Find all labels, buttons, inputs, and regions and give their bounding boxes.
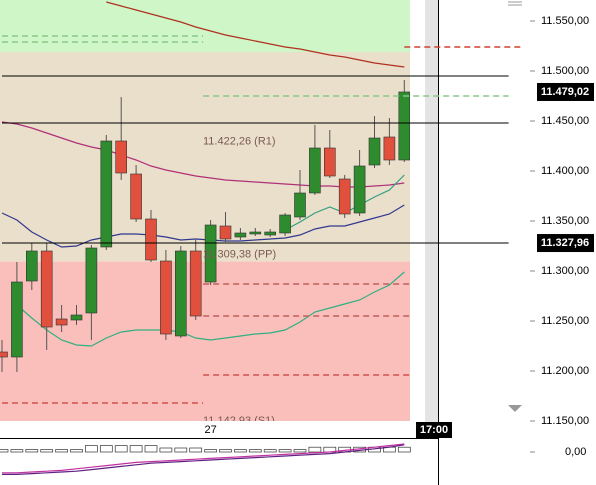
moving-average <box>1 121 405 188</box>
indicator-bar <box>0 449 9 453</box>
price-badge-text: 11.327,96 <box>541 237 589 249</box>
scroll-down <box>508 405 522 412</box>
candle-body <box>175 250 187 337</box>
candle-body <box>70 314 83 321</box>
candle-body <box>323 147 336 177</box>
indicator-bar <box>10 449 24 453</box>
moving-average <box>106 1 405 68</box>
candle-body <box>11 281 23 358</box>
indicator-bar <box>308 446 322 453</box>
candle-body <box>249 231 262 235</box>
indicator-bar <box>70 449 83 453</box>
candle-body <box>55 318 68 326</box>
zone <box>0 0 410 52</box>
y-tick-label: 11.400,00 <box>541 165 589 177</box>
y-tick-label: 11.150,00 <box>541 415 589 427</box>
candle-body <box>294 192 306 218</box>
indicator-bar <box>278 449 292 453</box>
candle-body <box>85 247 98 314</box>
indicator-line <box>2 444 405 475</box>
pivot-label: 11.142,93 (S1) <box>203 415 275 427</box>
candle-body <box>204 224 217 283</box>
indicator-bar <box>159 447 173 453</box>
indicator-tick-label: 0,00 <box>565 446 586 458</box>
moving-average <box>1 204 405 248</box>
pivot-label: 11.309,38 (PP) <box>203 249 276 261</box>
indicator-bar <box>99 445 113 453</box>
indicator-bar <box>397 446 411 453</box>
zone <box>0 261 410 421</box>
indicator-bar <box>204 449 217 453</box>
indicator-bar <box>219 449 232 453</box>
time-badge-text: 17:00 <box>420 424 448 436</box>
indicator-bar <box>55 449 68 453</box>
candle-body <box>338 178 351 215</box>
pivot-label: 11.422,26 (R1) <box>203 136 276 148</box>
candle-body <box>353 165 366 214</box>
last-price-badge <box>537 82 594 101</box>
y-tick-label: 11.350,00 <box>541 215 589 227</box>
last-price-text: 11.479,02 <box>541 86 589 98</box>
y-tick-label: 11.200,00 <box>541 365 589 377</box>
y-tick-label: 11.300,00 <box>541 265 589 277</box>
indicator-bar <box>144 445 158 453</box>
x-tick-label: 27 <box>204 424 216 436</box>
time-badge <box>416 422 452 438</box>
candle-body <box>279 214 291 234</box>
indicator-bar <box>114 445 128 453</box>
time-band <box>425 0 438 438</box>
candle-body <box>189 250 202 317</box>
candle-body <box>160 260 172 335</box>
candle-body <box>368 137 381 166</box>
candle-body <box>264 231 277 236</box>
indicator-bar <box>40 449 54 453</box>
indicator-bar <box>248 449 262 453</box>
candle-body <box>40 250 53 328</box>
y-tick-label: 11.250,00 <box>541 315 589 327</box>
indicator-bar <box>263 449 277 453</box>
indicator-bar <box>293 449 307 453</box>
indicator-bar <box>25 449 39 453</box>
y-tick-label: 11.500,00 <box>541 65 589 77</box>
candle-body <box>25 250 38 282</box>
candle-body <box>234 232 247 238</box>
price-badge <box>537 234 594 253</box>
indicator-bar <box>189 447 203 453</box>
candle-body <box>0 351 8 358</box>
scroll-up <box>508 1 522 6</box>
candle-body <box>398 91 410 161</box>
indicator-bar <box>234 449 247 453</box>
candle-body <box>309 147 321 194</box>
indicator-bar <box>174 447 188 453</box>
candle-body <box>130 173 142 220</box>
indicator-bar <box>129 445 143 453</box>
candle-body <box>100 140 113 248</box>
candle-body <box>145 218 157 261</box>
y-tick-label: 11.550,00 <box>541 15 589 27</box>
candle-body <box>115 140 127 174</box>
candle-body <box>383 136 396 161</box>
indicator-bar <box>85 445 98 453</box>
y-tick-label: 11.450,00 <box>541 115 589 127</box>
moving-average <box>16 271 405 347</box>
indicator-line <box>2 443 405 474</box>
candle-body <box>219 225 232 240</box>
plot: 11.422,26 (R1) 11.309,38 (PP) 11.142,93 (S… <box>0 0 410 427</box>
